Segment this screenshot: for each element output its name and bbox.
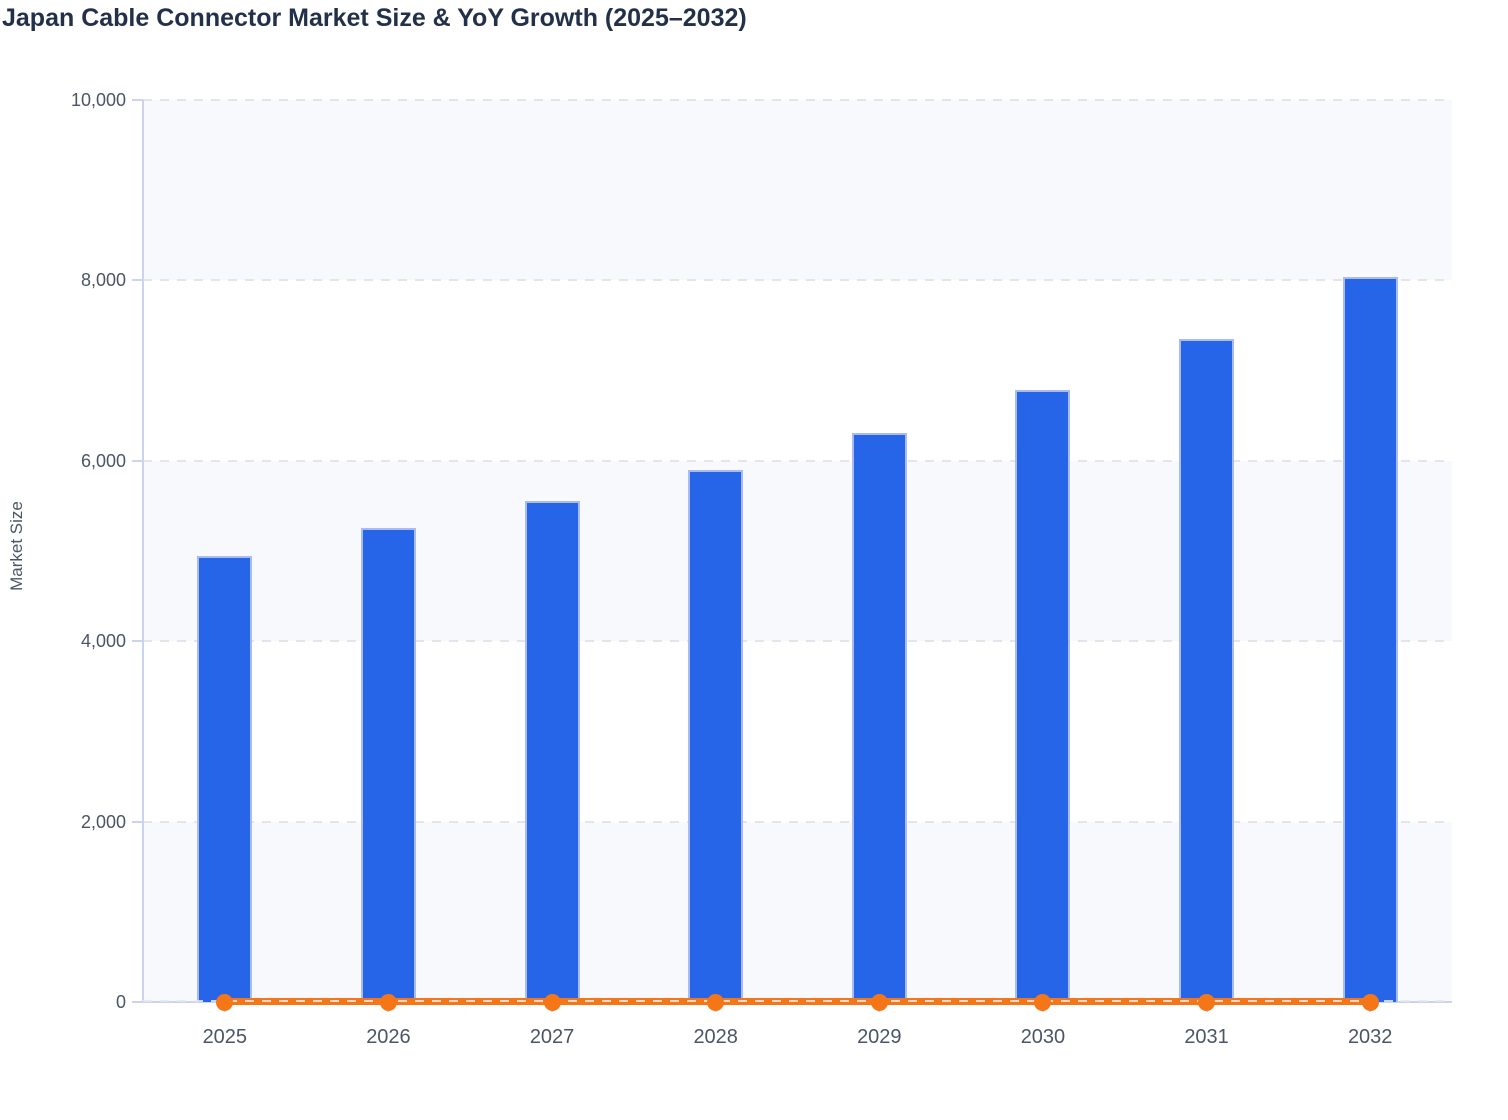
plot-band (143, 100, 1452, 281)
bar-2030[interactable] (1015, 389, 1071, 1002)
y-tick-mark-8,000 (132, 279, 143, 282)
y-tick-mark-10,000 (132, 99, 143, 101)
x-tick-label-2032: 2032 (1347, 1026, 1393, 1048)
y-tick-label-6,000: 6,000 (80, 450, 126, 471)
x-tick-label-2026: 2026 (366, 1026, 411, 1048)
yoy-marker-2029[interactable] (870, 993, 888, 1011)
x-tick-label-2029: 2029 (857, 1026, 902, 1048)
yoy-marker-2027[interactable] (543, 993, 561, 1011)
x-tick-label-2028: 2028 (693, 1026, 738, 1048)
gridline-6,000 (143, 459, 1452, 462)
bar-2027[interactable] (524, 501, 580, 1002)
y-axis-line (142, 100, 144, 1002)
y-tick-label-2,000: 2,000 (80, 811, 126, 832)
bar-2032[interactable] (1342, 276, 1398, 1002)
gridline-8,000 (143, 279, 1452, 282)
plot-band (143, 460, 1452, 642)
y-tick-mark-6,000 (132, 459, 143, 462)
yoy-marker-2031[interactable] (1198, 993, 1216, 1011)
y-tick-mark-2,000 (132, 820, 143, 823)
y-tick-label-4,000: 4,000 (80, 631, 126, 652)
yoy-marker-2025[interactable] (216, 993, 234, 1011)
y-tick-label-8,000: 8,000 (80, 270, 126, 291)
gridline-10,000 (143, 99, 1452, 101)
bar-2031[interactable] (1179, 339, 1235, 1002)
y-tick-label-0: 0 (115, 992, 126, 1012)
bar-2025[interactable] (197, 555, 253, 1002)
yoy-marker-2026[interactable] (379, 993, 397, 1011)
y-tick-mark-0 (132, 1001, 143, 1003)
yoy-marker-2032[interactable] (1361, 993, 1379, 1011)
bar-2028[interactable] (688, 469, 744, 1002)
yoy-marker-2028[interactable] (707, 993, 725, 1011)
chart-title: Japan Cable Connector Market Size & YoY … (2, 4, 747, 32)
bar-2026[interactable] (360, 528, 416, 1002)
y-tick-label-10,000: 10,000 (70, 90, 126, 110)
x-tick-label-2030: 2030 (1020, 1026, 1066, 1048)
x-tick-label-2025: 2025 (202, 1026, 248, 1048)
bar-2029[interactable] (851, 432, 907, 1002)
gridline-0 (143, 1000, 1452, 1002)
x-tick-label-2027: 2027 (529, 1026, 575, 1048)
yoy-marker-2030[interactable] (1034, 993, 1052, 1011)
gridline-2,000 (143, 820, 1452, 823)
y-tick-mark-4,000 (132, 640, 143, 643)
gridline-4,000 (143, 640, 1452, 643)
plot-band (143, 821, 1452, 1002)
x-tick-label-2031: 2031 (1184, 1026, 1229, 1048)
